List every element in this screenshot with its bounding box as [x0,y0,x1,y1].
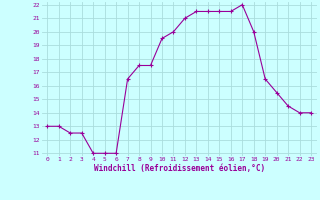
X-axis label: Windchill (Refroidissement éolien,°C): Windchill (Refroidissement éolien,°C) [94,164,265,173]
